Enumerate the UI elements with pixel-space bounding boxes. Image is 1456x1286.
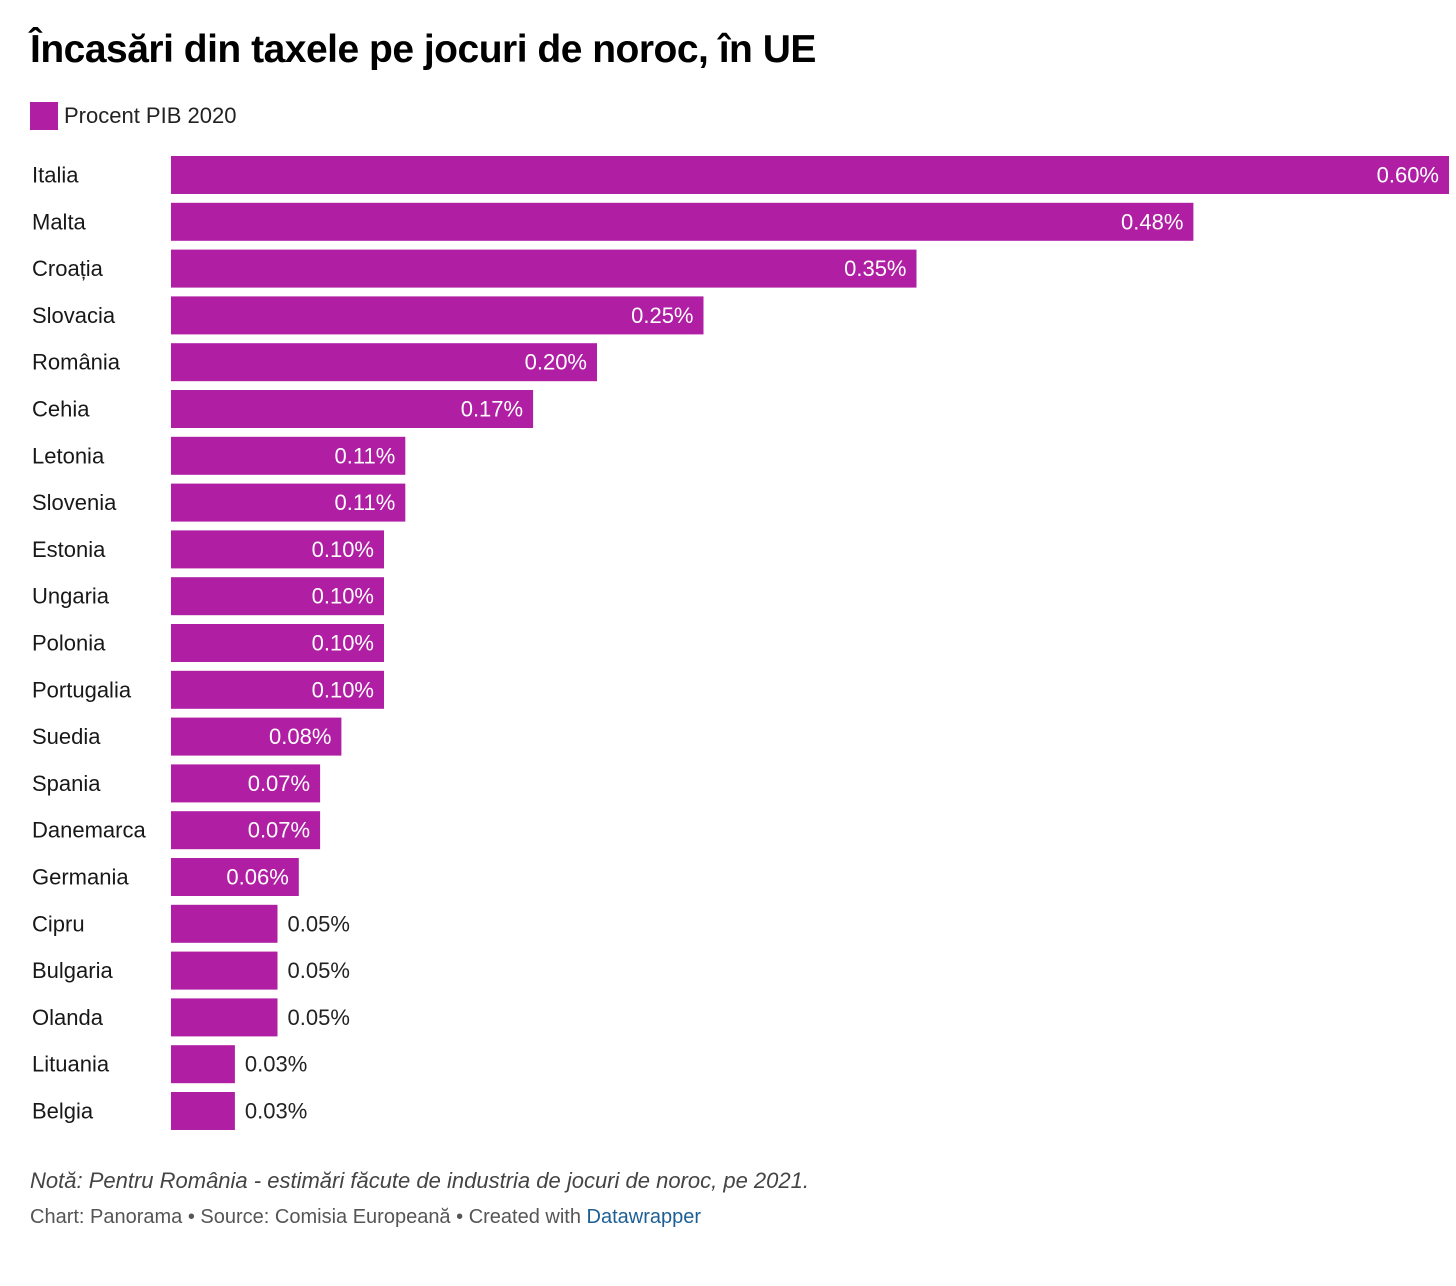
category-label: Olanda	[32, 1005, 104, 1030]
bar	[171, 998, 278, 1037]
chart-footer: Chart: Panorama • Source: Comisia Europe…	[30, 1206, 701, 1229]
category-label: Cehia	[32, 397, 90, 422]
value-label: 0.10%	[312, 537, 374, 562]
value-label: 0.20%	[525, 350, 587, 375]
category-label: Letonia	[32, 443, 105, 468]
legend: Procent PIB 2020	[30, 102, 236, 130]
category-label: Slovacia	[32, 303, 116, 328]
category-label: Danemarca	[32, 818, 146, 843]
category-label: Spania	[32, 771, 101, 796]
legend-label: Procent PIB 2020	[64, 103, 237, 128]
value-label: 0.35%	[844, 256, 906, 281]
category-label: Belgia	[32, 1099, 94, 1124]
value-label: 0.05%	[288, 1005, 350, 1030]
category-label: Portugalia	[32, 677, 132, 702]
bar	[171, 156, 1449, 194]
value-label: 0.48%	[1121, 209, 1183, 234]
category-label: Germania	[32, 865, 129, 890]
bar	[171, 858, 299, 896]
footer-separator: •	[182, 1206, 201, 1228]
value-label: 0.07%	[248, 818, 310, 843]
datawrapper-link[interactable]: Datawrapper	[586, 1206, 702, 1228]
value-label: 0.06%	[226, 865, 288, 890]
bar-chart: Italia 0.60% Malta 0.48% Croația 0.35% Slovaci…	[32, 156, 1449, 1130]
value-label: 0.07%	[248, 771, 310, 796]
value-label: 0.10%	[312, 631, 374, 656]
category-label: Italia	[32, 163, 79, 188]
bar	[171, 624, 384, 662]
category-label: Croația	[32, 256, 104, 281]
bar	[171, 436, 406, 475]
footer-created-with: Created with	[468, 1206, 587, 1228]
value-label: 0.25%	[631, 303, 693, 328]
bar	[171, 670, 384, 709]
bar	[171, 1092, 235, 1130]
bar	[171, 717, 342, 756]
category-label: Ungaria	[32, 584, 110, 609]
bar	[171, 904, 278, 943]
bar	[171, 530, 384, 569]
chart-note: Notă: Pentru România - estimări făcute d…	[30, 1168, 809, 1193]
value-label: 0.05%	[288, 958, 350, 983]
value-label: 0.10%	[312, 677, 374, 702]
footer-separator: •	[450, 1206, 469, 1228]
footer-source: Source: Comisia Europeană	[200, 1206, 451, 1228]
category-label: Lituania	[32, 1052, 110, 1077]
bar	[171, 951, 278, 990]
legend-swatch	[30, 102, 58, 130]
bar	[171, 296, 704, 335]
value-label: 0.11%	[335, 443, 396, 468]
value-label: 0.05%	[288, 911, 350, 936]
value-label: 0.03%	[245, 1099, 307, 1124]
value-label: 0.11%	[335, 490, 396, 515]
footer-chart-by: Chart: Panorama	[30, 1206, 183, 1228]
bar	[171, 811, 321, 850]
category-label: Bulgaria	[32, 958, 113, 983]
value-label: 0.17%	[461, 397, 523, 422]
category-label: Slovenia	[32, 490, 117, 515]
chart-title: Încasări din taxele pe jocuri de noroc, …	[30, 28, 816, 71]
bar	[171, 343, 597, 382]
bar	[171, 764, 321, 803]
bar	[171, 1045, 235, 1084]
category-label: România	[32, 350, 121, 375]
value-label: 0.08%	[269, 724, 331, 749]
value-label: 0.60%	[1377, 163, 1439, 188]
bar	[171, 202, 1194, 241]
bar	[171, 390, 534, 428]
category-label: Malta	[32, 209, 87, 234]
category-label: Polonia	[32, 631, 106, 656]
value-label: 0.10%	[312, 584, 374, 609]
category-label: Cipru	[32, 911, 85, 936]
value-label: 0.03%	[245, 1052, 307, 1077]
bar	[171, 577, 384, 616]
bar	[171, 249, 917, 288]
bar	[171, 483, 406, 522]
category-label: Estonia	[32, 537, 106, 562]
category-label: Suedia	[32, 724, 101, 749]
